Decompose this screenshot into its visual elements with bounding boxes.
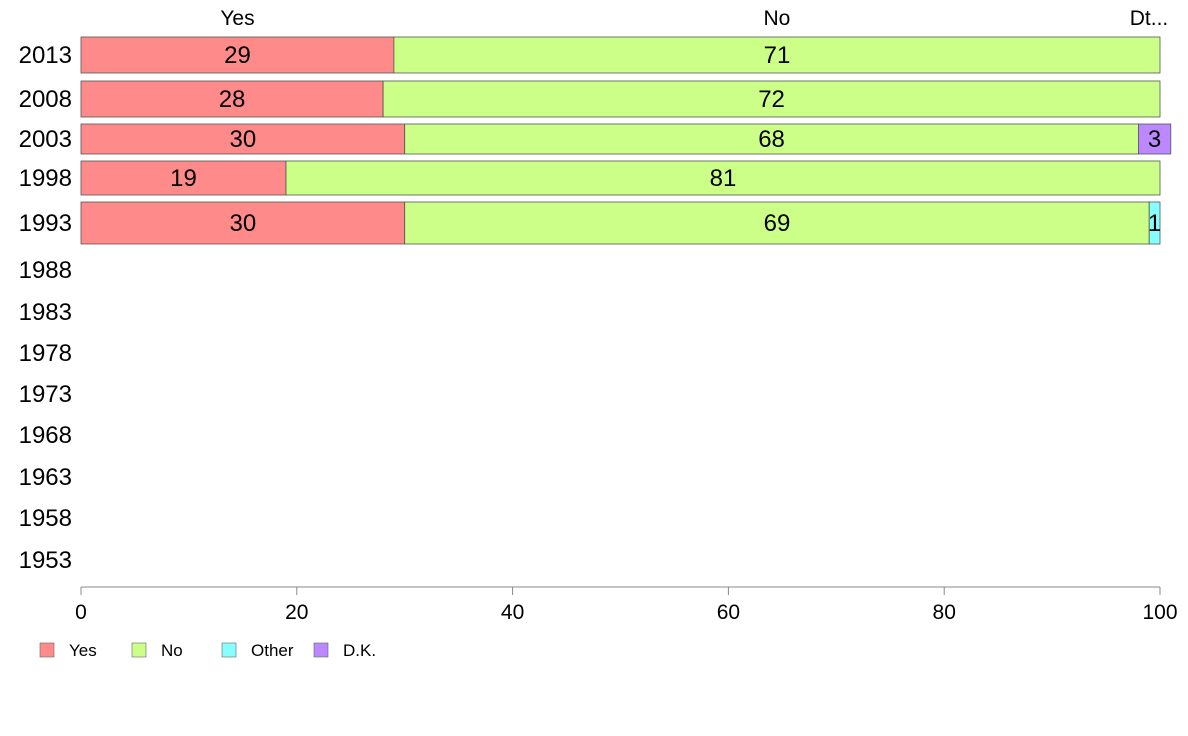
bar-segment-yes: [80, 36, 395, 74]
category-label: 1973: [19, 381, 72, 408]
top-series-label: No: [764, 7, 791, 30]
top-series-label: Dt...: [1130, 7, 1169, 30]
bar-segment-yes: [80, 160, 287, 196]
data-label: 72: [758, 86, 785, 113]
legend-swatch: [221, 642, 237, 658]
bar-segment-no: [285, 160, 1161, 196]
bar-segment-yes: [80, 201, 406, 245]
legend-swatch: [39, 642, 55, 658]
x-tick-label: 40: [501, 601, 524, 624]
category-label: 1958: [19, 505, 72, 532]
legend-label: No: [161, 641, 183, 660]
data-label: 30: [229, 210, 256, 237]
x-tick-label: 60: [717, 601, 740, 624]
data-label: 29: [224, 42, 251, 69]
data-label: 68: [758, 126, 785, 153]
category-label: 1963: [19, 464, 72, 491]
legend-swatch: [131, 642, 147, 658]
data-label: 1: [1148, 210, 1161, 237]
data-label: 81: [710, 165, 737, 192]
category-label: 2013: [19, 42, 72, 69]
data-label: 3: [1148, 126, 1161, 153]
category-label: 1978: [19, 340, 72, 367]
category-label: 1998: [19, 165, 72, 192]
bar-segment-other: [1148, 201, 1161, 245]
category-label: 1988: [19, 257, 72, 284]
bar-segment-yes: [80, 80, 384, 118]
data-label: 69: [764, 210, 791, 237]
category-label: 1968: [19, 422, 72, 449]
legend-label: D.K.: [343, 641, 376, 660]
data-label: 71: [764, 42, 791, 69]
category-label: 2003: [19, 126, 72, 153]
category-label: 1993: [19, 210, 72, 237]
legend-label: Yes: [69, 641, 97, 660]
bar-segment-no: [404, 123, 1139, 155]
category-label: 1953: [19, 547, 72, 574]
x-tick-label: 100: [1142, 601, 1177, 624]
category-label: 2008: [19, 86, 72, 113]
legend-swatch: [313, 642, 329, 658]
x-tick-label: 0: [75, 601, 87, 624]
data-label: 30: [229, 126, 256, 153]
bar-segment-no: [382, 80, 1161, 118]
data-label: 19: [170, 165, 197, 192]
x-tick-label: 80: [933, 601, 956, 624]
data-label: 28: [219, 86, 246, 113]
bar-segment-dk: [1138, 123, 1172, 155]
legend-label: Other: [251, 641, 294, 660]
category-label: 1983: [19, 299, 72, 326]
bar-segment-yes: [80, 123, 406, 155]
bar-segment-no: [393, 36, 1161, 74]
top-series-label: Yes: [220, 7, 254, 30]
x-tick-label: 20: [285, 601, 308, 624]
